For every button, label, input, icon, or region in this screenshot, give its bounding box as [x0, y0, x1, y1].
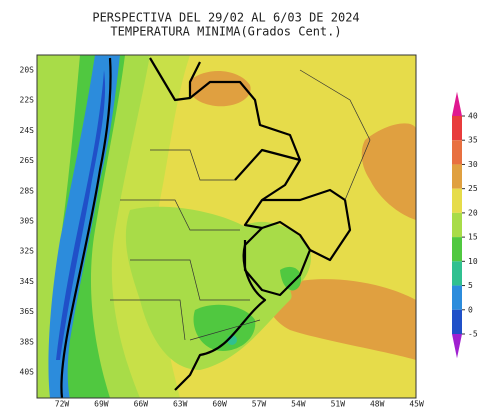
lon-label: 69W [94, 400, 109, 409]
lat-label: 34S [20, 277, 35, 286]
lon-label: 66W [134, 400, 149, 409]
lat-label: 36S [20, 307, 35, 316]
colorbar-arrow-top [452, 91, 462, 116]
subtitle: TEMPERATURA MINIMA(Grados Cent.) [110, 25, 341, 39]
colorbar-label: 5 [468, 281, 473, 290]
lat-label: 38S [20, 337, 35, 346]
colorbar-segment [452, 164, 462, 189]
lon-label: 45W [409, 400, 424, 409]
lat-label: 28S [20, 186, 35, 195]
lat-label: 30S [20, 217, 35, 226]
lat-label: 40S [20, 368, 35, 377]
lon-label: 51W [331, 400, 346, 409]
lon-label: 54W [291, 400, 306, 409]
lon-label: 60W [212, 400, 227, 409]
lon-label: 63W [173, 400, 188, 409]
colorbar-segment [452, 237, 462, 262]
lon-label: 72W [55, 400, 70, 409]
colorbar-label: 40 [468, 112, 478, 121]
colorbar-segment [452, 261, 462, 286]
lat-label: 26S [20, 156, 35, 165]
lon-label: 57W [252, 400, 267, 409]
lat-label: 32S [20, 247, 35, 256]
colorbar-label: 0 [468, 305, 473, 314]
lat-label: 22S [20, 96, 35, 105]
colorbar-segment [452, 309, 462, 334]
colorbar-segment [452, 140, 462, 165]
colorbar-segment [452, 212, 462, 238]
colorbar-arrow-bottom [452, 334, 462, 359]
colorbar-label: -5 [468, 330, 478, 339]
colorbar-segment [452, 188, 462, 213]
colorbar-label: 35 [468, 136, 478, 145]
colorbar-label: 15 [468, 233, 478, 242]
colorbar-label: 20 [468, 208, 478, 217]
colorbar-label: 30 [468, 160, 478, 169]
map [36, 54, 417, 399]
title: PERSPECTIVA DEL 29/02 AL 6/03 DE 2024 [92, 11, 359, 25]
colorbar-label: 25 [468, 184, 478, 193]
lon-label: 48W [370, 400, 385, 409]
lat-label: 20S [20, 66, 35, 75]
lat-label: 24S [20, 126, 35, 135]
colorbar-segment [452, 285, 462, 310]
colorbar-label: 10 [468, 257, 478, 266]
colorbar-segment [452, 116, 462, 141]
